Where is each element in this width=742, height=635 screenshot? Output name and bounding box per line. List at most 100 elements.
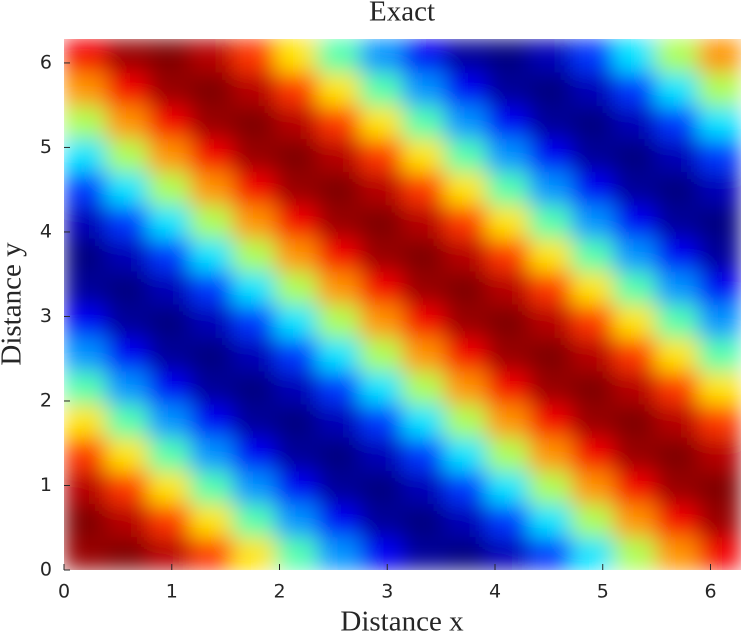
heatmap-cell	[190, 303, 234, 339]
heatmap-cell	[613, 171, 657, 206]
heatmap-cell	[655, 171, 700, 206]
heatmap-cell	[571, 436, 615, 472]
heatmap-cell	[613, 370, 657, 405]
heatmap-cell	[190, 470, 234, 505]
heatmap-cell	[275, 470, 319, 505]
heatmap-cell	[232, 370, 277, 405]
heatmap-cell	[232, 337, 277, 372]
heatmap-cell	[317, 71, 361, 107]
heatmap-cell	[359, 403, 404, 438]
heatmap-cell	[190, 171, 234, 206]
heatmap-cell	[571, 370, 615, 405]
heatmap-cell	[655, 337, 700, 372]
y-tick-label: 5	[40, 136, 52, 158]
heatmap-cell	[486, 337, 530, 372]
heatmap-cell	[148, 536, 192, 570]
heatmap-cell	[64, 71, 108, 107]
heatmap-cell	[571, 337, 615, 372]
heatmap-cell	[359, 370, 404, 405]
heatmap-cell	[402, 237, 446, 272]
heatmap-cell	[232, 303, 277, 339]
heatmap-cell	[317, 171, 361, 206]
heatmap-cell	[317, 470, 361, 505]
heatmap-cell	[571, 403, 615, 438]
heatmap-cell	[444, 39, 488, 73]
plot-area	[64, 39, 741, 570]
heatmap-cell	[655, 204, 700, 239]
heatmap-cell	[148, 204, 192, 239]
heatmap-cell	[317, 270, 361, 305]
heatmap-cell	[444, 436, 488, 472]
heatmap-cell	[359, 138, 404, 173]
y-tick-label: 3	[40, 305, 52, 327]
heatmap-cell	[528, 337, 573, 372]
heatmap-cell	[486, 71, 530, 107]
heatmap-cell	[359, 470, 404, 505]
heatmap-cell	[698, 138, 741, 173]
heatmap-cell	[402, 138, 446, 173]
heatmap-cell	[528, 39, 573, 73]
heatmap-cell	[444, 403, 488, 438]
heatmap-cell	[655, 138, 700, 173]
y-tick-label: 2	[40, 389, 52, 411]
heatmap-cell	[232, 403, 277, 438]
heatmap-cell	[106, 270, 150, 305]
heatmap-cell	[528, 105, 573, 140]
heatmap-cell	[106, 536, 150, 570]
heatmap-cell	[148, 270, 192, 305]
heatmap-cell	[571, 237, 615, 272]
y-tick-label: 0	[40, 559, 52, 581]
heatmap-cell	[444, 204, 488, 239]
heatmap-cell	[571, 204, 615, 239]
heatmap-cell	[64, 303, 108, 339]
heatmap-cell	[64, 470, 108, 505]
heatmap-cell	[64, 39, 108, 73]
heatmap-cell	[486, 303, 530, 339]
chart-title: Exact	[369, 0, 435, 28]
heatmap-cell	[275, 204, 319, 239]
heatmap-cell	[317, 337, 361, 372]
heatmap-cell	[190, 403, 234, 438]
heatmap-cell	[698, 204, 741, 239]
heatmap-cell	[528, 536, 573, 570]
heatmap-cell	[64, 138, 108, 173]
x-tick-label: 2	[273, 581, 285, 603]
heatmap-cell	[528, 470, 573, 505]
heatmap-cell	[613, 105, 657, 140]
heatmap-cell	[698, 436, 741, 472]
heatmap-cell	[275, 71, 319, 107]
heatmap-cell	[486, 370, 530, 405]
heatmap-cell	[486, 503, 530, 538]
heatmap-cell	[698, 237, 741, 272]
x-tick-label: 1	[166, 581, 178, 603]
heatmap-cell	[698, 503, 741, 538]
heatmap-cell	[190, 237, 234, 272]
heatmap-cell	[698, 270, 741, 305]
heatmap-cell	[359, 303, 404, 339]
y-tick-label: 6	[40, 51, 52, 73]
heatmap-cell	[317, 138, 361, 173]
heatmap-cell	[613, 303, 657, 339]
heatmap-cell	[655, 39, 700, 73]
heatmap-cell	[317, 237, 361, 272]
heatmap-cell	[402, 337, 446, 372]
heatmap-cell	[571, 503, 615, 538]
heatmap-cell	[655, 270, 700, 305]
heatmap-cell	[317, 436, 361, 472]
heatmap-cell	[613, 337, 657, 372]
x-axis-label: Distance x	[340, 606, 464, 635]
heatmap-cell	[106, 337, 150, 372]
heatmap-cell	[359, 237, 404, 272]
heatmap-cell	[64, 370, 108, 405]
heatmap-cell	[148, 171, 192, 206]
heatmap-cell	[486, 171, 530, 206]
heatmap-cell	[359, 503, 404, 538]
heatmap-cell	[190, 436, 234, 472]
heatmap-cell	[359, 71, 404, 107]
heatmap-cell	[402, 105, 446, 140]
heatmap-cell	[106, 204, 150, 239]
heatmap-cell	[275, 370, 319, 405]
heatmap-cell	[275, 403, 319, 438]
heatmap-cell	[655, 536, 700, 570]
